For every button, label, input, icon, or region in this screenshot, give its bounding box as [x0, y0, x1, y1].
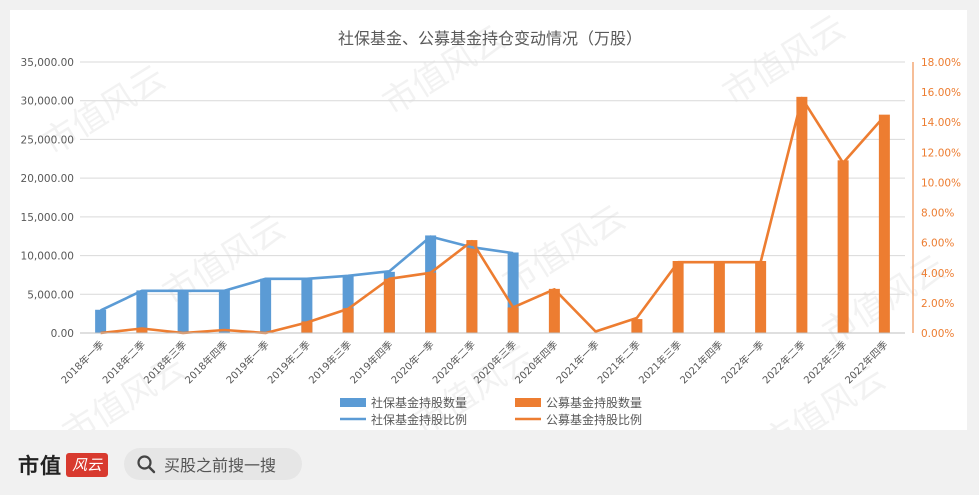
x-tick-label: 2019年一季	[223, 338, 271, 386]
series-line	[100, 235, 514, 312]
right-tick-label: 6.00%	[921, 238, 954, 250]
left-tick-label: 5,000.00	[27, 289, 74, 301]
right-tick-label: 12.00%	[921, 147, 961, 159]
x-tick-label: 2019年三季	[306, 338, 354, 386]
bar	[425, 272, 437, 333]
bar	[301, 278, 313, 333]
legend-swatch	[515, 398, 541, 407]
legend-label: 公募基金持股数量	[546, 395, 642, 410]
right-tick-label: 4.00%	[921, 268, 954, 280]
bar	[383, 278, 395, 333]
right-tick-label: 8.00%	[921, 208, 954, 220]
left-tick-label: 10,000.00	[21, 251, 74, 263]
bar	[837, 160, 849, 333]
x-tick-label: 2021年一季	[553, 338, 601, 386]
chart-card: 市值风云 市值风云 市值风云 市值风云 市值风云 市值风云 市值风云 市值风云 市值风云 社保基…	[10, 10, 967, 430]
left-tick-label: 25,000.00	[21, 134, 74, 146]
bar	[631, 319, 643, 333]
x-tick-label: 2021年四季	[677, 338, 725, 386]
right-tick-label: 10.00%	[921, 177, 961, 189]
search-icon	[137, 455, 156, 474]
bar	[342, 275, 354, 333]
right-tick-label: 18.00%	[921, 57, 961, 69]
x-tick-label: 2020年一季	[388, 338, 436, 386]
line-series	[100, 96, 886, 335]
x-tick-label: 2018年一季	[58, 338, 106, 386]
bar-series	[95, 96, 890, 333]
footer-bar: 市值 风云 买股之前搜一搜	[0, 436, 979, 495]
right-tick-label: 16.00%	[921, 87, 961, 99]
bar	[507, 252, 519, 333]
search-box[interactable]: 买股之前搜一搜	[124, 448, 302, 480]
left-tick-label: 15,000.00	[21, 212, 74, 224]
right-tick-label: 0.00%	[921, 328, 954, 340]
x-tick-label: 2019年四季	[347, 338, 395, 386]
x-tick-label: 2019年二季	[265, 338, 313, 386]
left-tick-label: 20,000.00	[21, 173, 74, 185]
left-tick-label: 35,000.00	[21, 57, 74, 69]
bar	[878, 114, 890, 333]
bar	[755, 260, 767, 333]
x-tick-label: 2021年二季	[595, 338, 643, 386]
right-y-axis: 18.00% 16.00% 14.00% 12.00% 10.00% 8.00% 6.00%…	[912, 57, 961, 340]
bar	[796, 96, 808, 333]
series-line	[100, 96, 886, 335]
bar	[301, 321, 313, 333]
x-axis: 2018年一季2018年二季2018年三季2018年四季2019年一季2019年…	[58, 332, 905, 386]
right-tick-label: 14.00%	[921, 117, 961, 129]
bar	[466, 240, 478, 333]
left-tick-label: 0.00	[51, 328, 74, 340]
bar	[507, 307, 519, 333]
x-tick-label: 2018年四季	[182, 338, 230, 386]
bar	[95, 309, 107, 333]
x-tick-label: 2022年一季	[718, 338, 766, 386]
legend-label: 公募基金持股比例	[546, 412, 642, 427]
bar	[177, 290, 189, 333]
chart-title: 社保基金、公募基金持仓变动情况（万股）	[338, 29, 642, 48]
bar	[260, 278, 272, 333]
bar	[342, 308, 354, 333]
bar	[218, 290, 230, 333]
legend-label: 社保基金持股比例	[371, 412, 467, 427]
x-tick-label: 2021年三季	[636, 338, 684, 386]
logo-badge: 风云	[66, 453, 109, 477]
watermark-text: 市值风云	[36, 58, 173, 164]
bar	[136, 290, 148, 333]
bar	[548, 288, 560, 333]
search-placeholder: 买股之前搜一搜	[164, 456, 277, 475]
left-y-axis: 35,000.00 30,000.00 25,000.00 20,000.00 15,0…	[21, 57, 74, 340]
right-tick-label: 2.00%	[921, 298, 954, 310]
legend-label: 社保基金持股数量	[371, 395, 467, 410]
bar	[136, 328, 148, 333]
legend-swatch	[340, 398, 366, 407]
brand-logo[interactable]: 市值 风云	[18, 450, 109, 480]
bar	[672, 260, 684, 333]
bar	[713, 260, 725, 333]
x-tick-label: 2022年二季	[760, 338, 808, 386]
left-tick-label: 30,000.00	[21, 96, 74, 108]
logo-text: 市值	[18, 453, 62, 478]
